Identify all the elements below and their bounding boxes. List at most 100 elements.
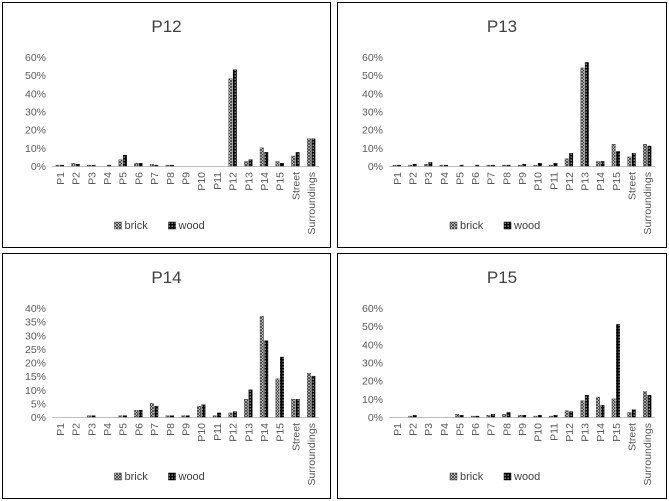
- x-tick-label: P13: [243, 423, 255, 442]
- bar-wood: [264, 152, 269, 167]
- bar-wood: [295, 399, 300, 418]
- bar-wood: [122, 415, 127, 418]
- x-tick-label: Street: [290, 172, 302, 200]
- bar-wood: [647, 395, 652, 418]
- x-tick-label: Surroundings: [306, 423, 318, 485]
- bar-brick: [643, 143, 647, 167]
- bar-brick: [627, 156, 632, 167]
- bar-wood: [138, 163, 143, 167]
- bar-brick: [134, 163, 139, 167]
- bar-wood: [491, 164, 495, 167]
- bar-brick: [611, 143, 616, 167]
- legend-label: wood: [178, 220, 205, 232]
- bar-brick: [408, 164, 413, 167]
- x-tick-label: P10: [196, 423, 208, 442]
- chart-panel: P15 0% 10% 20% 30% 40% 50% 60% P1 P2 P3 P4 P5 P6 P7 P8 P…: [337, 253, 667, 499]
- x-tick-label: P12: [564, 172, 576, 191]
- x-tick-label: P11: [212, 423, 224, 441]
- bar-wood: [584, 62, 589, 167]
- y-tick-label: 50%: [25, 70, 46, 82]
- x-tick-label: P1: [55, 423, 67, 436]
- y-tick-label: 5%: [31, 398, 46, 410]
- bar-wood: [584, 395, 589, 418]
- bar-brick: [259, 147, 264, 167]
- x-tick-label: P12: [228, 172, 240, 191]
- y-tick-label: 0%: [31, 161, 46, 173]
- bar-brick: [275, 161, 280, 167]
- x-tick-label: P14: [595, 423, 607, 442]
- x-tick-label: Surroundings: [642, 172, 654, 234]
- panel-border: [2, 253, 331, 499]
- bar-wood: [475, 164, 480, 167]
- bar-wood: [264, 340, 269, 418]
- x-tick-label: P9: [181, 423, 193, 436]
- x-tick-label: P5: [118, 172, 130, 185]
- bar-brick: [423, 163, 428, 167]
- bar-wood: [522, 414, 527, 418]
- y-tick-label: 35%: [25, 317, 46, 329]
- bar-brick: [533, 164, 538, 167]
- legend-swatch-brick: [114, 472, 122, 481]
- bar-wood: [248, 389, 253, 418]
- bar-wood: [295, 152, 300, 167]
- y-tick-label: 50%: [362, 70, 383, 82]
- bar-brick: [392, 164, 397, 167]
- bar-brick: [228, 78, 233, 167]
- bar-brick: [87, 164, 91, 167]
- legend: brick wood: [449, 471, 540, 483]
- bar-brick: [149, 163, 154, 167]
- bar-brick: [502, 164, 507, 167]
- x-tick-label: P12: [228, 423, 240, 442]
- x-tick-label: P1: [55, 172, 67, 185]
- bar-wood: [91, 415, 96, 418]
- x-tick-label: P8: [165, 423, 177, 436]
- x-tick-label: P11: [548, 172, 560, 190]
- x-tick-label: P7: [149, 172, 161, 185]
- bar-brick: [564, 158, 569, 167]
- y-tick-label: 40%: [362, 88, 383, 100]
- y-tick-label: 20%: [362, 125, 383, 137]
- x-tick-label: P3: [86, 172, 98, 185]
- x-tick-label: P15: [611, 172, 623, 191]
- x-tick-label: P5: [454, 172, 466, 185]
- chart-panel: P14 0% 5%10% 15%20% 25% 30%35% 40% P1 P2 P3 P4 P5 P6…: [2, 253, 331, 499]
- bar-brick: [306, 373, 311, 418]
- bar-brick: [439, 164, 444, 167]
- y-tick-label: 30%: [362, 358, 383, 370]
- bar-wood: [569, 153, 574, 167]
- legend-swatch-wood: [168, 221, 176, 230]
- x-tick-label: P10: [533, 423, 545, 442]
- chart-title: P12: [151, 17, 181, 36]
- legend-label: wood: [513, 220, 540, 232]
- legend: brick wood: [114, 471, 205, 483]
- bar-brick: [470, 415, 475, 418]
- bar-wood: [631, 153, 636, 167]
- legend-label: wood: [513, 471, 540, 483]
- legend-label: brick: [460, 220, 484, 232]
- x-tick-label: P9: [517, 172, 529, 185]
- y-tick-label: 60%: [25, 52, 46, 64]
- bar-wood: [397, 164, 401, 167]
- legend-swatch-wood: [168, 472, 176, 481]
- bar-brick: [549, 415, 553, 418]
- bar-wood: [616, 324, 621, 418]
- y-tick-label: 40%: [25, 88, 46, 100]
- bar-wood: [522, 163, 527, 167]
- bar-wood: [311, 138, 316, 167]
- bar-wood: [280, 163, 284, 167]
- bar-brick: [596, 396, 600, 418]
- x-tick-label: P6: [470, 172, 482, 185]
- x-tick-label: P7: [149, 423, 161, 436]
- y-tick-label: 0%: [31, 412, 46, 424]
- legend-swatch-wood: [503, 472, 512, 481]
- bar-wood: [170, 164, 174, 167]
- y-tick-label: 20%: [25, 125, 46, 137]
- x-tick-label: P13: [580, 423, 592, 442]
- bar-wood: [412, 163, 417, 167]
- bar-wood: [75, 163, 80, 167]
- legend-swatch-brick: [449, 221, 458, 230]
- bar-wood: [537, 163, 542, 167]
- panel-border: [337, 2, 667, 248]
- x-tick-label: P14: [259, 172, 271, 191]
